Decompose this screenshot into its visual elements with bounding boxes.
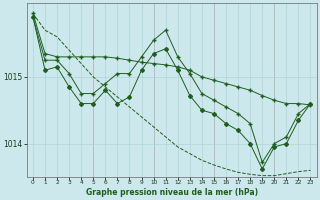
- X-axis label: Graphe pression niveau de la mer (hPa): Graphe pression niveau de la mer (hPa): [86, 188, 258, 197]
